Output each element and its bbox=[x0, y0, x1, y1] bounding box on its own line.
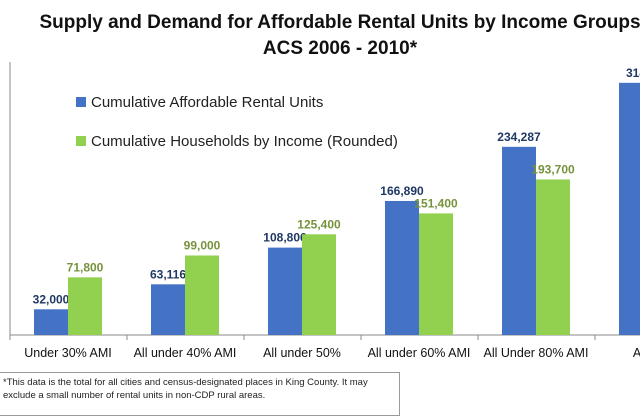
data-label: 63,116 bbox=[150, 267, 186, 281]
data-label: 314 bbox=[626, 66, 640, 80]
data-label: 166,890 bbox=[380, 184, 424, 198]
data-label: 32,000 bbox=[33, 292, 70, 306]
chart-legend: Cumulative Affordable Rental Units Cumul… bbox=[76, 92, 398, 170]
bar-affordable-units bbox=[151, 284, 185, 335]
bar-affordable-units bbox=[34, 309, 68, 335]
x-tick-label: Under 30% AMI bbox=[24, 346, 112, 360]
footnote-box: *This data is the total for all cities a… bbox=[0, 372, 400, 416]
data-label: 125,400 bbox=[297, 217, 341, 231]
chart-title-line-2: ACS 2006 - 2010* bbox=[262, 38, 418, 59]
bar-households bbox=[68, 277, 102, 335]
bar-affordable-units bbox=[268, 247, 302, 335]
bar-affordable-units bbox=[619, 82, 640, 335]
bar-affordable-units bbox=[502, 146, 536, 335]
legend-item-households: Cumulative Households by Income (Rounded… bbox=[76, 131, 398, 151]
chart-title: Supply and Demand for Affordable Rental … bbox=[0, 10, 640, 62]
legend-swatch-blue bbox=[76, 97, 86, 107]
legend-label-households: Cumulative Households by Income (Rounded… bbox=[91, 132, 398, 150]
data-label: 193,700 bbox=[531, 162, 575, 176]
chart-title-line-1: Supply and Demand for Affordable Rental … bbox=[39, 12, 640, 33]
bar-households bbox=[185, 255, 219, 335]
data-label: 99,000 bbox=[184, 238, 221, 252]
data-label: 108,806 bbox=[263, 231, 307, 245]
footnote-line-1: *This data is the total for all cities a… bbox=[3, 377, 368, 388]
legend-label-affordable-units: Cumulative Affordable Rental Units bbox=[91, 93, 324, 111]
legend-swatch-green bbox=[76, 136, 86, 146]
x-tick-label: All under 40% AMI bbox=[134, 346, 237, 360]
x-tick-label: All under 50% bbox=[263, 346, 341, 360]
x-tick-label: All Under 80% AMI bbox=[484, 346, 589, 360]
bar-households bbox=[536, 179, 570, 335]
data-label: 234,287 bbox=[497, 130, 541, 144]
legend-item-affordable-units: Cumulative Affordable Rental Units bbox=[76, 92, 398, 112]
x-tick-label: All Ren bbox=[633, 346, 640, 360]
bar-chart: 32,000 71,800 Under 30% AMI 63,116 99,000 All… bbox=[9, 62, 640, 360]
bar-affordable-units bbox=[385, 200, 419, 335]
footnote-line-2: exclude a small number of rental units i… bbox=[3, 390, 266, 401]
x-tick-label: All under 60% AMI bbox=[368, 346, 471, 360]
data-label: 151,400 bbox=[414, 196, 458, 210]
bar-households bbox=[419, 213, 453, 335]
data-label: 71,800 bbox=[67, 260, 104, 274]
bar-households bbox=[302, 234, 336, 335]
